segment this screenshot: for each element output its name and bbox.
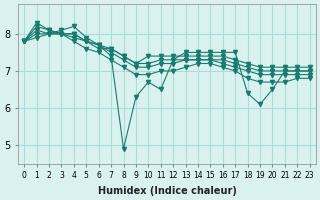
X-axis label: Humidex (Indice chaleur): Humidex (Indice chaleur) (98, 186, 236, 196)
